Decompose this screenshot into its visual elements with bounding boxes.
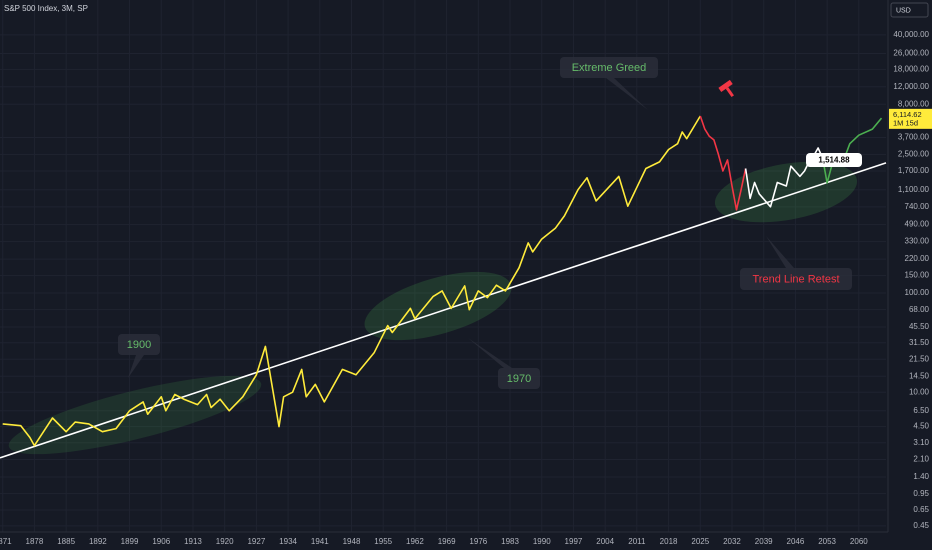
- y-tick-label: 330.00: [905, 237, 930, 246]
- countdown-label: 1M 15d: [893, 118, 918, 127]
- annotation-text: 1,514.88: [818, 156, 850, 165]
- grid: [0, 0, 886, 532]
- x-tick-label: 1920: [216, 537, 234, 546]
- x-tick-label: 1955: [374, 537, 392, 546]
- y-tick-label: 31.50: [909, 338, 930, 347]
- y-tick-label: 150.00: [905, 271, 930, 280]
- plot: Extreme Greed 1900 1970 Trend Line Retest 1,…: [0, 57, 887, 459]
- x-tick-label: 2032: [723, 537, 741, 546]
- y-tick-label: 21.50: [909, 354, 930, 363]
- last-price-label: 6,114.62: [893, 110, 922, 119]
- x-tick-label: 2060: [850, 537, 868, 546]
- price-axis-panel: [888, 0, 932, 550]
- x-tick-label: 2039: [755, 537, 773, 546]
- y-tick-label: 6.50: [913, 406, 929, 415]
- y-tick-label: 68.00: [909, 305, 930, 314]
- y-tick-label: 3,700.00: [898, 133, 930, 142]
- x-tick-label: 1906: [152, 537, 170, 546]
- currency-box: [890, 2, 929, 18]
- y-tick-label: 740.00: [905, 202, 930, 211]
- x-tick-label: 1990: [533, 537, 551, 546]
- y-tick-label: 2.10: [913, 455, 929, 464]
- axes: 40,000.00 26,000.00 18,000.00 12,000.00 8,00…: [0, 30, 932, 546]
- y-tick-label: 100.00: [905, 288, 930, 297]
- y-tick-label: 2,500.00: [898, 149, 930, 158]
- x-tick-label: 1892: [89, 537, 107, 546]
- x-tick-label: 1969: [438, 537, 456, 546]
- y-tick-label: 10.00: [909, 387, 930, 396]
- last-price-tag: [889, 108, 932, 129]
- trend-line: [0, 162, 887, 459]
- x-tick-label: 1997: [565, 537, 583, 546]
- y-tick-label: 1.40: [913, 472, 929, 481]
- x-tick-label: 1983: [501, 537, 519, 546]
- y-tick-label: 1,100.00: [898, 185, 930, 194]
- annotation-text: 1900: [127, 339, 151, 351]
- x-tick-label: 2011: [628, 537, 646, 546]
- annotation-pointer: [766, 236, 794, 268]
- annotation-pointer: [606, 78, 648, 110]
- y-tick-label: 220.00: [905, 254, 930, 263]
- x-tick-label: 1913: [184, 537, 202, 546]
- x-tick-label: 1934: [279, 537, 297, 546]
- y-tick-label: 0.45: [913, 521, 929, 530]
- x-tick-label: 1885: [57, 537, 75, 546]
- y-tick-label: 490.00: [905, 220, 930, 229]
- annotation-text: Trend Line Retest: [752, 273, 839, 285]
- annotation-pointer: [128, 355, 144, 378]
- x-tick-label: 1871: [0, 537, 12, 546]
- y-tick-label: 0.65: [913, 505, 929, 514]
- x-tick-label: 1976: [469, 537, 487, 546]
- y-tick-label: 14.50: [909, 371, 930, 380]
- x-tick-label: 2025: [691, 537, 709, 546]
- x-tick-label: 2053: [818, 537, 836, 546]
- y-tick-label: 1,700.00: [898, 166, 930, 175]
- x-tick-label: 1948: [343, 537, 361, 546]
- x-tick-label: 1899: [121, 537, 139, 546]
- y-tick-label: 26,000.00: [893, 49, 929, 58]
- chart-title: S&P 500 Index, 3M, SP: [4, 4, 88, 13]
- annotation-box: [498, 368, 540, 389]
- y-tick-label: 8,000.00: [898, 99, 930, 108]
- x-tick-label: 2018: [660, 537, 678, 546]
- x-tick-label: 2004: [596, 537, 614, 546]
- annotation-box: [806, 153, 862, 167]
- highlight-ellipse: [714, 161, 858, 223]
- hammer-icon: [718, 79, 734, 98]
- annotation-pointer: [468, 338, 512, 368]
- annotation-text: Extreme Greed: [572, 62, 647, 74]
- annotation-box: [740, 268, 852, 290]
- y-tick-label: 0.95: [913, 489, 929, 498]
- x-tick-label: 1878: [26, 537, 44, 546]
- y-tick-label: 18,000.00: [893, 64, 929, 73]
- currency: USD: [896, 7, 911, 14]
- y-tick-label: 45.50: [909, 322, 930, 331]
- y-tick-label: 3.10: [913, 438, 929, 447]
- y-tick-label: 12,000.00: [893, 82, 929, 91]
- x-tick-label: 1927: [247, 537, 265, 546]
- annotation-box: [118, 334, 160, 355]
- x-tick-label: 1941: [311, 537, 329, 546]
- x-tick-label: 2046: [787, 537, 805, 546]
- x-tick-label: 1962: [406, 537, 424, 546]
- y-tick-label: 40,000.00: [893, 30, 929, 39]
- price-line: [699, 115, 747, 211]
- price-line: [2, 115, 701, 447]
- y-tick-label: 4.50: [913, 422, 929, 431]
- annotation-box: [560, 57, 658, 78]
- annotation-text: 1970: [507, 373, 531, 385]
- highlight-ellipse: [364, 271, 512, 341]
